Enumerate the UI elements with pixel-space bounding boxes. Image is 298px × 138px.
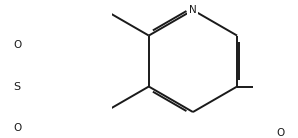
- Text: O: O: [13, 123, 21, 133]
- Text: N: N: [189, 5, 197, 15]
- Text: O: O: [13, 40, 21, 50]
- Text: O: O: [276, 128, 285, 138]
- Text: S: S: [14, 82, 21, 91]
